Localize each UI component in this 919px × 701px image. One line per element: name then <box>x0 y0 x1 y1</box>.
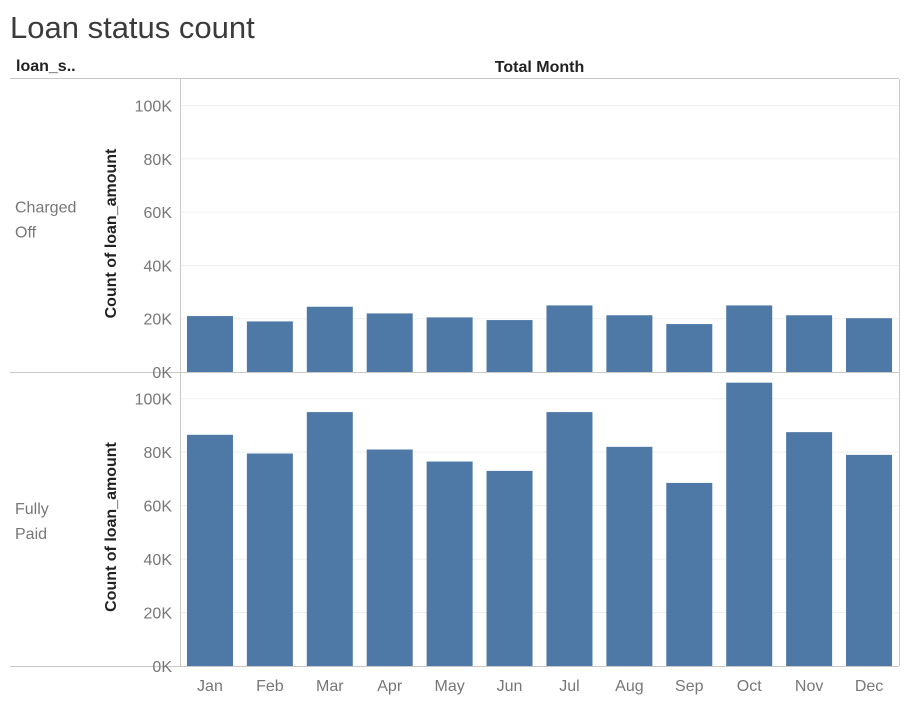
y-tick-label: 0K <box>152 365 172 382</box>
bar-nov[interactable] <box>786 432 833 666</box>
bar-oct[interactable] <box>726 305 773 372</box>
x-tick-label: Jun <box>497 678 523 695</box>
row-label[interactable]: Paid <box>15 526 47 543</box>
y-tick-label: 80K <box>144 152 173 169</box>
y-tick-label: 20K <box>144 312 173 329</box>
bar-sep[interactable] <box>666 482 713 666</box>
row-label[interactable]: Charged <box>15 200 76 217</box>
bar-jun[interactable] <box>486 320 533 372</box>
bar-apr[interactable] <box>366 449 413 666</box>
x-tick-label: Jul <box>559 678 579 695</box>
bar-dec[interactable] <box>846 318 893 372</box>
y-tick-label: 100K <box>135 392 173 409</box>
bar-jun[interactable] <box>486 470 533 666</box>
bar-may[interactable] <box>426 317 473 372</box>
x-tick-label: May <box>435 678 465 695</box>
x-tick-label: Sep <box>675 678 704 695</box>
bar-aug[interactable] <box>606 446 653 666</box>
x-tick-label: Jan <box>197 678 223 695</box>
bar-nov[interactable] <box>786 315 833 372</box>
y-axis-title: Count of loan_amount <box>103 441 120 611</box>
y-tick-label: 40K <box>144 552 173 569</box>
y-tick-label: 100K <box>135 99 173 116</box>
y-tick-label: 20K <box>144 606 173 623</box>
row-header-loan-status[interactable]: loan_s.. <box>16 58 76 75</box>
bar-mar[interactable] <box>306 306 353 372</box>
bar-mar[interactable] <box>306 412 353 666</box>
bar-apr[interactable] <box>366 313 413 372</box>
bar-jul[interactable] <box>546 412 593 666</box>
column-header-total-month: Total Month <box>494 59 585 76</box>
x-tick-label: Oct <box>737 678 762 695</box>
bar-oct[interactable] <box>726 382 773 666</box>
x-tick-label: Mar <box>316 678 344 695</box>
bar-sep[interactable] <box>666 324 713 372</box>
y-tick-label: 60K <box>144 205 173 222</box>
y-tick-label: 40K <box>144 258 173 275</box>
x-tick-label: Dec <box>855 678 883 695</box>
row-label[interactable]: Fully <box>15 501 49 518</box>
x-tick-label: Feb <box>256 678 284 695</box>
row-label[interactable]: Off <box>15 225 37 242</box>
y-tick-label: 80K <box>144 445 173 462</box>
x-tick-label: Apr <box>377 678 403 695</box>
bar-aug[interactable] <box>606 315 653 372</box>
x-tick-label: Aug <box>615 678 643 695</box>
bar-jan[interactable] <box>186 316 233 372</box>
bar-feb[interactable] <box>246 453 293 666</box>
y-tick-label: 60K <box>144 499 173 516</box>
bar-dec[interactable] <box>846 454 893 666</box>
bar-jan[interactable] <box>186 434 233 666</box>
bar-jul[interactable] <box>546 305 593 372</box>
y-axis-title: Count of loan_amount <box>103 148 120 318</box>
y-tick-label: 0K <box>152 659 172 676</box>
x-tick-label: Nov <box>795 678 823 695</box>
bar-feb[interactable] <box>246 321 293 372</box>
bar-may[interactable] <box>426 461 473 666</box>
chart-title: Loan status count <box>10 10 255 45</box>
